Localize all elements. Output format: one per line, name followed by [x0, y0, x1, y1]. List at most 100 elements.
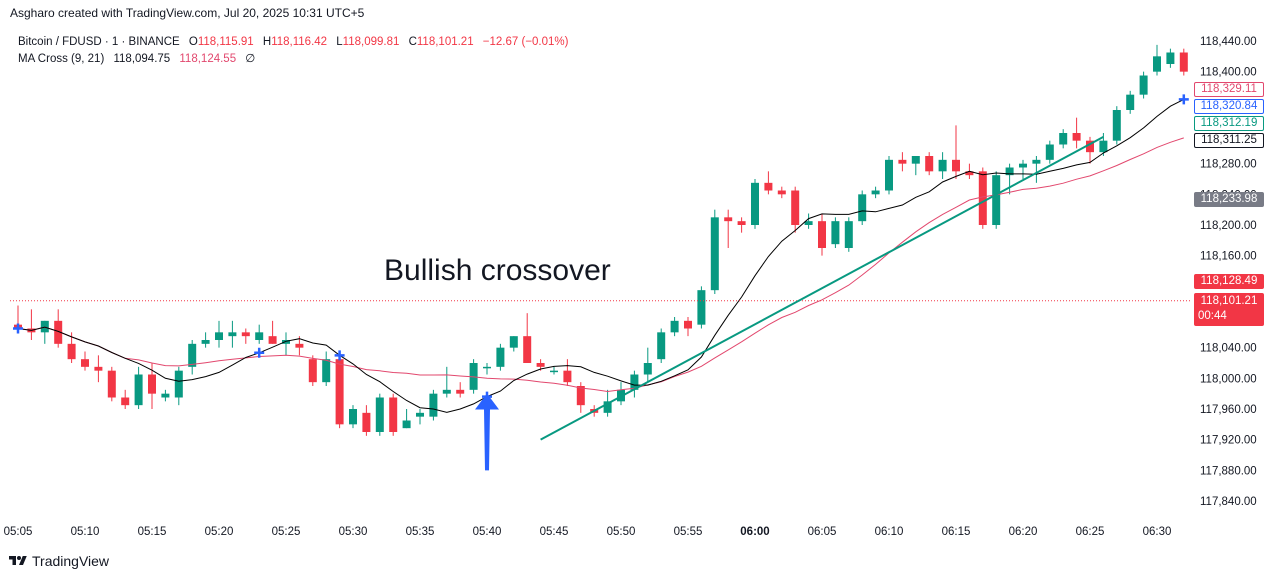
- legend: Bitcoin / FDUSD · 1 · BINANCE O118,115.9…: [18, 34, 568, 68]
- time-tick-label: 05:40: [473, 526, 502, 538]
- crossover-marker-icon: [254, 347, 265, 358]
- candle-body: [1045, 144, 1054, 160]
- candle-body: [121, 397, 130, 406]
- time-tick-label: 06:20: [1009, 526, 1038, 538]
- candle-body: [483, 366, 491, 369]
- candle-body: [161, 393, 170, 398]
- candle-body: [1126, 94, 1135, 110]
- candle-body: [885, 159, 893, 191]
- candle-body: [576, 386, 585, 406]
- time-tick-label: 06:25: [1076, 526, 1105, 538]
- candle-body: [456, 389, 465, 394]
- price-tag: 118,233.98: [1194, 192, 1264, 207]
- candle-body: [710, 217, 719, 291]
- candle-body: [255, 332, 264, 340]
- indicator-label[interactable]: MA Cross (9, 21): [18, 53, 105, 65]
- candle-body: [751, 182, 759, 225]
- candle-body: [429, 393, 438, 417]
- candle-body: [228, 332, 237, 337]
- time-tick-label: 05:55: [674, 526, 703, 538]
- candle-body: [643, 363, 652, 375]
- candle-body: [389, 397, 398, 432]
- candle-body: [871, 190, 880, 195]
- price-tag: 118,320.84: [1194, 99, 1264, 114]
- candle-body: [911, 156, 920, 164]
- candle-body: [67, 343, 76, 360]
- open-value: 118,115.91: [197, 36, 254, 48]
- high-key: H: [262, 36, 272, 48]
- candle-body: [952, 159, 960, 172]
- low-key: L: [336, 36, 343, 48]
- arrow-up-icon: [475, 393, 499, 471]
- candle-body: [791, 190, 800, 225]
- candle-body: [40, 320, 49, 333]
- legend-symbol-row: Bitcoin / FDUSD · 1 · BINANCE O118,115.9…: [18, 34, 568, 51]
- time-axis: 05:05 05:10 05:15 05:20 05:25 05:30 05:35 05:40…: [4, 526, 1172, 538]
- low-value: 118,099.81: [342, 36, 400, 48]
- high-value: 118,116.42: [271, 36, 328, 48]
- candle-body: [818, 221, 826, 248]
- candle-body: [724, 217, 733, 222]
- candle-body: [684, 320, 692, 329]
- candle-body: [1139, 75, 1148, 95]
- candle-body: [54, 320, 63, 344]
- time-tick-label: 05:45: [540, 526, 569, 538]
- price-tick-label: 118,440.00: [1200, 36, 1257, 48]
- time-tick-label: 05:30: [339, 526, 368, 538]
- price-tick-label: 117,960.00: [1200, 404, 1257, 416]
- footer-brand[interactable]: TradingView: [8, 553, 109, 569]
- candle-body: [925, 156, 934, 172]
- candle-body: [1032, 159, 1041, 164]
- candle-body: [992, 175, 1001, 225]
- chart-header: Asgharo created with TradingView.com, Ju…: [10, 6, 365, 20]
- candle-body: [241, 332, 250, 337]
- close-value: 118,101.21: [416, 36, 474, 48]
- candle-body: [603, 401, 612, 413]
- candle-body: [831, 221, 840, 245]
- candle-body: [938, 159, 947, 172]
- chart-overlay: [10, 94, 1190, 471]
- ma-extra-value: ∅: [245, 53, 256, 65]
- candle-body: [697, 290, 706, 325]
- candle-body: [1059, 133, 1068, 145]
- time-tick-label: 05:15: [138, 526, 167, 538]
- candle-body: [322, 359, 331, 383]
- candle-body: [308, 359, 317, 383]
- candle-body: [215, 332, 223, 340]
- candle-body: [509, 336, 518, 348]
- candle-body: [523, 336, 532, 363]
- candle-body: [174, 370, 183, 398]
- price-tag: 118,311.25: [1194, 133, 1264, 148]
- candle-body: [536, 363, 545, 367]
- price-tick-label: 118,160.00: [1200, 251, 1257, 263]
- ma-slow-line: [17, 137, 1184, 393]
- time-tick-label: 05:05: [4, 526, 33, 538]
- time-tick-label: 06:10: [875, 526, 904, 538]
- time-tick-label: 05:50: [607, 526, 636, 538]
- symbol-label[interactable]: Bitcoin / FDUSD · 1 · BINANCE: [18, 36, 180, 48]
- candle-body: [1005, 167, 1014, 176]
- price-tick-label: 117,840.00: [1200, 496, 1257, 508]
- tradingview-logo-icon: [9, 556, 27, 565]
- last-price-value: 118,101.21: [1200, 295, 1258, 307]
- candle-body: [442, 389, 451, 394]
- candle-body: [898, 159, 907, 164]
- change-value: −12.67 (−0.01%): [482, 36, 569, 48]
- candle-body: [1086, 140, 1094, 153]
- time-tick-label: 06:30: [1143, 526, 1172, 538]
- crossover-marker-icon: [1178, 94, 1189, 105]
- candle-body: [335, 359, 344, 425]
- candle-body: [1112, 110, 1121, 141]
- candle-body: [81, 359, 89, 367]
- ma-slow-value: 118,124.55: [179, 53, 237, 65]
- candle-body: [670, 320, 679, 333]
- price-tick-label: 118,400.00: [1200, 67, 1257, 79]
- price-tick-label: 118,000.00: [1200, 373, 1257, 385]
- candle-body: [94, 366, 103, 371]
- candle-body: [282, 340, 290, 344]
- candle-body: [295, 343, 304, 348]
- price-tick-label: 118,200.00: [1200, 220, 1257, 232]
- candle-body: [268, 336, 277, 344]
- candle-body: [402, 420, 411, 429]
